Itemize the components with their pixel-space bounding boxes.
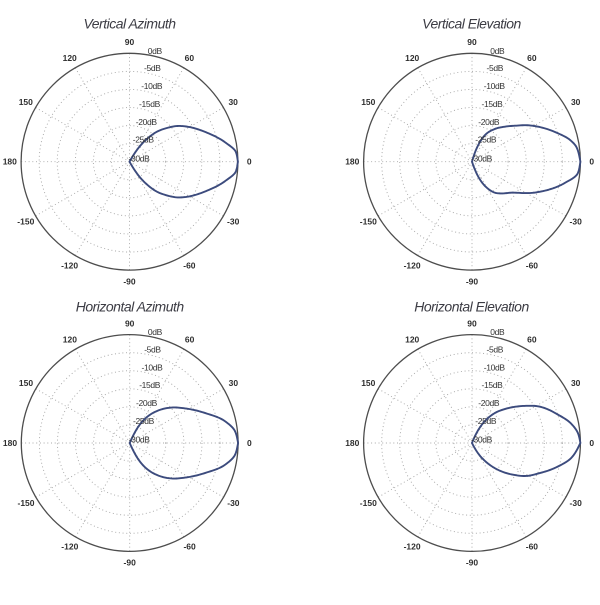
svg-text:180: 180 xyxy=(345,438,359,448)
svg-text:0: 0 xyxy=(589,157,594,167)
svg-text:-25dB: -25dB xyxy=(133,135,155,145)
svg-text:180: 180 xyxy=(3,157,17,167)
svg-text:90: 90 xyxy=(467,318,477,328)
svg-text:-5dB: -5dB xyxy=(144,63,161,73)
svg-text:0: 0 xyxy=(589,438,594,448)
svg-text:-120: -120 xyxy=(61,260,78,270)
svg-text:-30: -30 xyxy=(570,217,583,227)
svg-text:90: 90 xyxy=(467,37,477,47)
svg-text:-60: -60 xyxy=(526,260,539,270)
svg-text:-25dB: -25dB xyxy=(475,416,497,426)
svg-text:-20dB: -20dB xyxy=(136,117,158,127)
svg-text:150: 150 xyxy=(19,378,33,388)
svg-text:-30dB: -30dB xyxy=(129,435,151,445)
svg-text:-20dB: -20dB xyxy=(478,117,500,127)
svg-text:120: 120 xyxy=(63,53,77,63)
svg-text:-20dB: -20dB xyxy=(478,398,500,408)
svg-text:-15dB: -15dB xyxy=(482,380,504,390)
svg-text:-15dB: -15dB xyxy=(139,380,161,390)
svg-text:-30: -30 xyxy=(227,498,240,508)
svg-text:-90: -90 xyxy=(123,276,136,286)
svg-text:0dB: 0dB xyxy=(148,327,163,337)
svg-text:-150: -150 xyxy=(17,498,34,508)
svg-text:-25dB: -25dB xyxy=(133,416,155,426)
svg-text:-30: -30 xyxy=(570,498,583,508)
svg-text:-5dB: -5dB xyxy=(487,63,504,73)
svg-text:Horizontal Elevation: Horizontal Elevation xyxy=(414,299,529,315)
svg-text:-30dB: -30dB xyxy=(471,153,493,163)
svg-text:-90: -90 xyxy=(124,558,137,568)
svg-text:0: 0 xyxy=(247,157,252,167)
svg-text:90: 90 xyxy=(125,37,135,47)
svg-text:-120: -120 xyxy=(404,542,421,552)
svg-text:30: 30 xyxy=(571,97,581,107)
svg-text:120: 120 xyxy=(405,53,419,63)
svg-text:0dB: 0dB xyxy=(490,46,505,56)
svg-text:0dB: 0dB xyxy=(148,46,163,56)
svg-text:0dB: 0dB xyxy=(490,327,505,337)
svg-text:-20dB: -20dB xyxy=(136,398,158,408)
svg-text:Vertical Elevation: Vertical Elevation xyxy=(422,16,521,32)
svg-text:180: 180 xyxy=(345,157,359,167)
svg-text:-90: -90 xyxy=(466,276,479,286)
svg-text:-150: -150 xyxy=(17,217,34,227)
svg-text:-15dB: -15dB xyxy=(139,99,161,109)
svg-text:-30dB: -30dB xyxy=(471,435,493,445)
svg-text:150: 150 xyxy=(19,97,33,107)
svg-text:-60: -60 xyxy=(526,542,539,552)
svg-text:Vertical Azimuth: Vertical Azimuth xyxy=(83,16,176,32)
svg-text:60: 60 xyxy=(185,53,195,63)
svg-text:-60: -60 xyxy=(183,542,196,552)
svg-text:-10dB: -10dB xyxy=(484,362,506,372)
svg-text:-10dB: -10dB xyxy=(141,81,163,91)
svg-text:60: 60 xyxy=(527,53,537,63)
svg-text:30: 30 xyxy=(571,378,581,388)
svg-text:90: 90 xyxy=(125,318,135,328)
svg-text:30: 30 xyxy=(229,378,239,388)
svg-text:-5dB: -5dB xyxy=(487,345,504,355)
svg-text:-60: -60 xyxy=(183,260,196,270)
svg-text:-10dB: -10dB xyxy=(142,362,164,372)
svg-text:-120: -120 xyxy=(404,260,421,270)
svg-text:-30: -30 xyxy=(227,217,240,227)
svg-text:-120: -120 xyxy=(61,542,78,552)
svg-text:-10dB: -10dB xyxy=(484,81,506,91)
svg-text:0: 0 xyxy=(247,438,252,448)
svg-text:150: 150 xyxy=(361,97,375,107)
svg-text:-150: -150 xyxy=(360,498,377,508)
svg-text:-5dB: -5dB xyxy=(144,345,161,355)
svg-text:-15dB: -15dB xyxy=(482,99,504,109)
svg-text:-150: -150 xyxy=(360,217,377,227)
svg-text:120: 120 xyxy=(63,334,77,344)
svg-text:150: 150 xyxy=(361,378,375,388)
svg-text:-90: -90 xyxy=(466,558,479,568)
svg-text:60: 60 xyxy=(527,334,537,344)
svg-text:180: 180 xyxy=(3,438,17,448)
svg-text:-25dB: -25dB xyxy=(475,135,497,145)
svg-text:120: 120 xyxy=(405,334,419,344)
svg-text:-30dB: -30dB xyxy=(129,153,151,163)
svg-text:30: 30 xyxy=(228,97,238,107)
svg-text:60: 60 xyxy=(185,334,195,344)
svg-text:Horizontal Azimuth: Horizontal Azimuth xyxy=(76,299,185,315)
